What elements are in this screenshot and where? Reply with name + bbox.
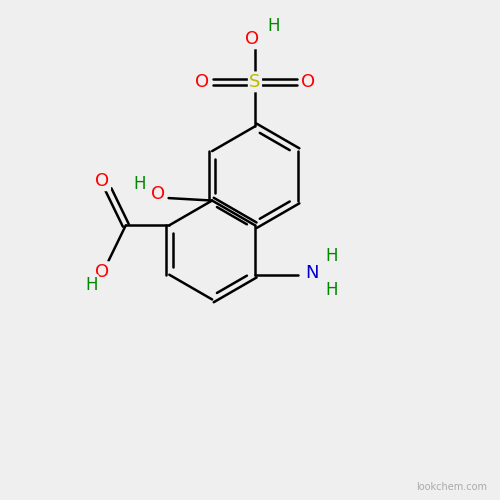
Text: H: H — [326, 247, 338, 265]
Text: O: O — [301, 73, 315, 91]
Text: H: H — [268, 16, 280, 34]
Text: S: S — [250, 73, 260, 91]
Text: H: H — [326, 280, 338, 298]
Text: O: O — [96, 172, 110, 190]
Text: O: O — [150, 185, 165, 203]
Text: H: H — [85, 276, 98, 293]
Text: O: O — [96, 263, 110, 281]
Text: N: N — [306, 264, 319, 281]
Text: O: O — [246, 30, 260, 48]
Text: lookchem.com: lookchem.com — [416, 482, 488, 492]
Text: H: H — [134, 175, 146, 193]
Text: O: O — [195, 73, 209, 91]
